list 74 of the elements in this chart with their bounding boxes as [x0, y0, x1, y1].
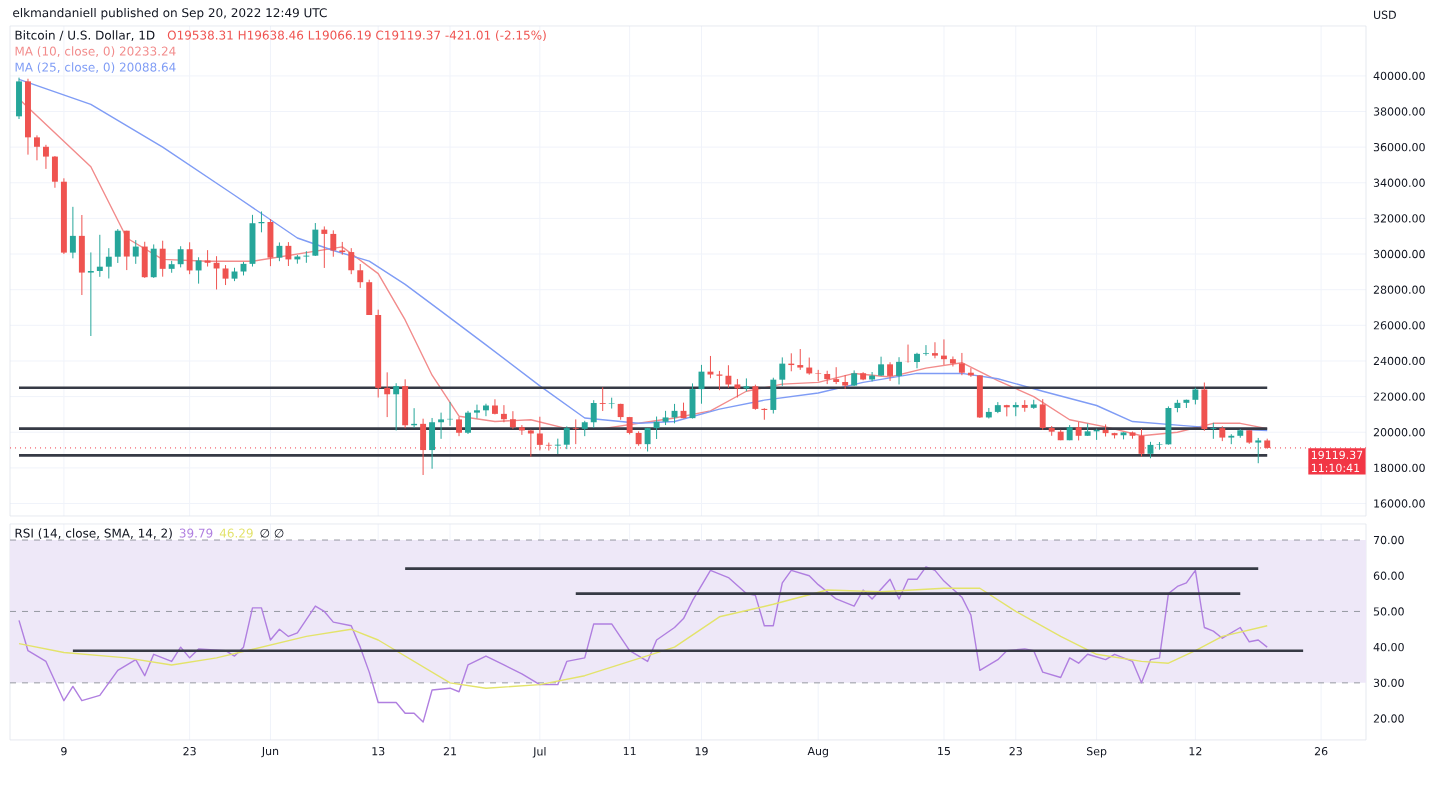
candlestick [1255, 437, 1262, 464]
candlestick [402, 378, 409, 429]
candlestick [16, 77, 22, 120]
candlestick [177, 245, 184, 268]
candlestick [51, 155, 58, 189]
candlestick [276, 241, 283, 262]
candlestick [590, 399, 597, 429]
candlestick [1201, 382, 1208, 432]
candlestick [195, 256, 202, 285]
candlestick [896, 356, 903, 385]
candlestick [671, 403, 678, 424]
candlestick [887, 361, 894, 382]
candlestick [554, 438, 561, 455]
candlestick [563, 425, 570, 450]
candlestick [1039, 398, 1046, 431]
candlestick [186, 241, 193, 275]
candlestick [34, 134, 40, 161]
candlestick [384, 371, 391, 418]
candlestick [500, 404, 507, 423]
candlestick [734, 378, 741, 398]
candlestick [572, 418, 579, 445]
candlestick [465, 410, 471, 435]
candlestick [87, 251, 94, 337]
candlestick [357, 263, 364, 289]
candlestick [725, 364, 732, 389]
candlestick [348, 247, 355, 275]
candlestick [159, 240, 166, 278]
candlestick [958, 352, 965, 376]
candlestick [491, 398, 498, 415]
candlestick [779, 356, 786, 387]
candlestick [815, 369, 822, 382]
candlestick [509, 410, 516, 430]
candlestick [96, 234, 103, 278]
candlestick [429, 417, 436, 470]
candlestick [752, 384, 759, 411]
candlestick [267, 218, 274, 267]
candlestick [69, 206, 76, 259]
candlestick [608, 397, 615, 410]
candlestick [123, 230, 130, 271]
candlestick [518, 424, 525, 436]
candlestick [931, 341, 938, 359]
candlestick [770, 377, 777, 415]
candlestick [105, 247, 112, 279]
candlestick [132, 239, 139, 265]
candlestick [42, 144, 49, 170]
candlestick [114, 228, 121, 264]
candlestick [797, 348, 804, 371]
candlestick [285, 241, 292, 267]
candlestick [923, 344, 929, 357]
candlestick [420, 418, 427, 476]
candlestick [312, 222, 319, 257]
candlestick [366, 279, 373, 316]
candlestick [222, 264, 229, 286]
candlestick [536, 416, 543, 451]
candlestick [527, 429, 534, 458]
candlestick [330, 229, 337, 258]
candlestick [949, 356, 956, 367]
candlestick [1075, 421, 1082, 441]
candlestick [1210, 422, 1217, 440]
candlestick [150, 243, 157, 279]
candlestick [976, 374, 983, 419]
candlestick [321, 225, 328, 269]
candlestick [438, 412, 445, 440]
candlestick [303, 250, 310, 264]
candlestick [653, 416, 660, 440]
candlestick [393, 382, 400, 431]
candlestick [141, 241, 148, 279]
candlestick [599, 386, 606, 412]
candlestick [456, 416, 462, 437]
candlestick [707, 355, 714, 379]
candlestick [761, 407, 768, 421]
candlestick [1165, 405, 1172, 446]
candlestick [78, 214, 85, 296]
candlestick [474, 404, 480, 419]
